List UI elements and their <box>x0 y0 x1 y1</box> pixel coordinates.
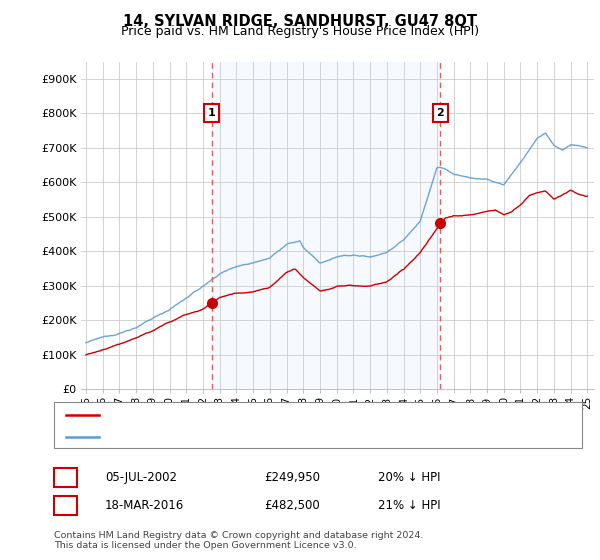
Text: 05-JUL-2002: 05-JUL-2002 <box>105 471 177 484</box>
Text: 2: 2 <box>62 501 69 511</box>
Text: 20% ↓ HPI: 20% ↓ HPI <box>378 471 440 484</box>
Text: 1: 1 <box>62 473 69 483</box>
Text: £482,500: £482,500 <box>264 499 320 512</box>
Text: 1: 1 <box>208 108 215 118</box>
Text: 18-MAR-2016: 18-MAR-2016 <box>105 499 184 512</box>
Text: 2: 2 <box>437 108 445 118</box>
Text: Contains HM Land Registry data © Crown copyright and database right 2024.
This d: Contains HM Land Registry data © Crown c… <box>54 531 424 550</box>
Text: HPI: Average price, detached house, Bracknell Forest: HPI: Average price, detached house, Brac… <box>105 432 395 441</box>
Text: 21% ↓ HPI: 21% ↓ HPI <box>378 499 440 512</box>
Text: 14, SYLVAN RIDGE, SANDHURST, GU47 8QT (detached house): 14, SYLVAN RIDGE, SANDHURST, GU47 8QT (d… <box>105 410 443 420</box>
Text: £249,950: £249,950 <box>264 471 320 484</box>
Bar <box>212 62 440 389</box>
Text: Price paid vs. HM Land Registry's House Price Index (HPI): Price paid vs. HM Land Registry's House … <box>121 25 479 38</box>
Text: 14, SYLVAN RIDGE, SANDHURST, GU47 8QT: 14, SYLVAN RIDGE, SANDHURST, GU47 8QT <box>123 14 477 29</box>
